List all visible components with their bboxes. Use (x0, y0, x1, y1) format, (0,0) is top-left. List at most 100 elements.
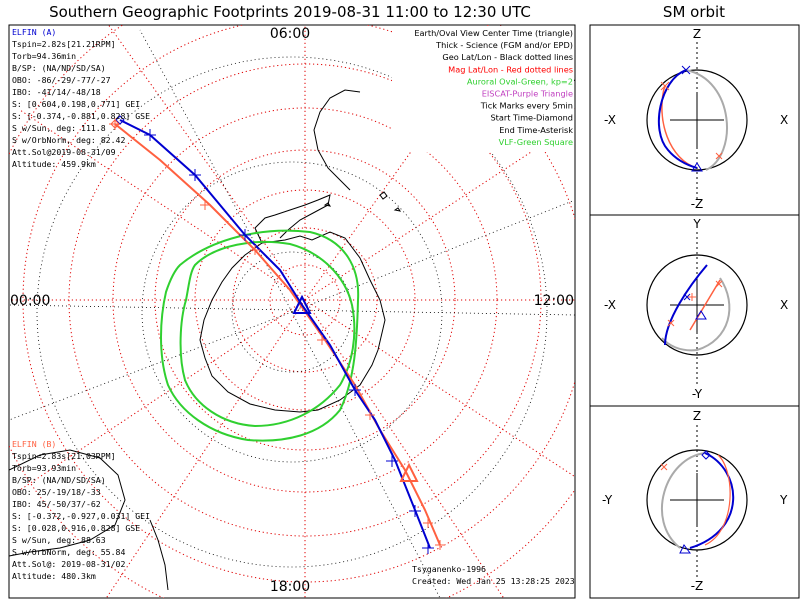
elfin-b-orbit (661, 452, 706, 549)
elfin-a-marker (683, 293, 691, 301)
info-line: Altitude: 459.9km (12, 159, 96, 169)
info-line: Tspin=2.82s[21.21RPM] (12, 39, 116, 49)
elfin-b-marker (667, 319, 675, 327)
south-america-coast (313, 89, 361, 191)
info-line: S w/Sun, deg: 111.8 (12, 123, 106, 133)
axis-label-right: X (780, 298, 788, 312)
axis-label-left: -X (604, 298, 616, 312)
info-line: B/SP: (NA/ND/SD/SA) (12, 63, 106, 73)
polar-map (9, 25, 575, 598)
info-line: Altitude: 480.3km (12, 571, 96, 581)
elfin-b-marker (715, 280, 723, 288)
elfin-a-triangle (695, 310, 707, 320)
elfin-b-marker (715, 152, 723, 160)
elfin-a-name: ELFIN (A) (12, 27, 56, 37)
elfin-b-view-center-triangle (399, 462, 419, 482)
info-line: Att.Sol@2019-08-31/09 (12, 147, 116, 157)
info-line: S w/Sun, deg: 88.63 (12, 535, 106, 545)
info-line: S: [-0.372,-0.927,0.031] GEI (12, 511, 150, 521)
mag-lat-lon-grid (9, 25, 575, 598)
new-zealand-coast (149, 519, 169, 591)
legend-entry: Auroral Oval-Green, kp=2 (467, 76, 573, 86)
antarctic-peninsula (254, 194, 331, 244)
elfin-b-orbit (685, 69, 728, 171)
info-line: B/SP: (NA/ND/SD/SA) (12, 475, 106, 485)
legend-entry: Thick - Science (FGM and/or EPD) (435, 40, 573, 50)
info-line: Tspin=2.83s[21.03RPM] (12, 451, 116, 461)
created-timestamp: Created: Wed Jan 25 13:28:25 2023 (412, 576, 575, 586)
legend-entry: VLF-Green Square (499, 137, 573, 147)
sm-frame (589, 24, 800, 599)
outer-auroral-oval (160, 229, 360, 442)
info-line: Torb=94.36min (12, 51, 76, 61)
legend-entry: Tick Marks every 5min (480, 101, 573, 111)
elfin-a-orbit (657, 69, 698, 169)
elfin-a-info: ELFIN (A) Tspin=2.82s[21.21RPM] Torb=94.3… (12, 27, 150, 169)
sm-panel-xy: Y -Y -X X (604, 217, 788, 401)
info-line: OBO: 25/-19/18/-33 (12, 487, 101, 497)
info-line: Att.Sol@: 2019-08-31/02 (12, 559, 125, 569)
axis-label-right: Y (779, 493, 788, 507)
elfin-b-marker (660, 81, 670, 91)
sm-panel-xz: Z -Z -X X (604, 27, 788, 211)
elfin-a-orbit (689, 452, 735, 549)
info-line: S: [0.604,0.198,0.771] GEI (12, 99, 140, 109)
elfin-a-view-center-triangle (292, 294, 312, 314)
info-line: IBO: -41/14/-48/18 (12, 87, 101, 97)
hour-label-left: 00:00 (10, 293, 50, 309)
info-line: Torb=93.93min (12, 463, 76, 473)
legend-entry: Mag Lat/Lon - Red dotted lines (448, 64, 573, 74)
elfin-b-track (114, 123, 441, 546)
map-frame (8, 24, 576, 599)
elfin-b-orbit-segment (689, 279, 721, 331)
axis-label-top: Y (692, 217, 701, 231)
elfin-b-orbit-segment (704, 454, 731, 546)
islands (323, 191, 402, 212)
axis-label-bottom: -Z (691, 579, 704, 593)
elfin-a-orbit (664, 264, 708, 346)
legend-entry: Start Time-Diamond (490, 113, 573, 123)
australia-coast (9, 449, 126, 557)
earth-circle (646, 254, 748, 356)
info-line: S w/OrbNorm, deg: 55.84 (12, 547, 125, 557)
elfin-a-triangle (691, 162, 703, 172)
hour-label-top: 06:00 (270, 26, 310, 42)
info-line: S: [0.028,0.916,0.828] GSE (12, 523, 140, 533)
elfin-b-orbit-segment (661, 84, 698, 169)
elfin-a-start-diamond (115, 115, 125, 125)
legend: Earth/Oval View Center Time (triangle) Th… (414, 28, 573, 147)
inner-auroral-oval (179, 240, 356, 428)
legend-background (392, 26, 574, 152)
elfin-a-triangle (679, 544, 691, 554)
axis-label-bottom: -Y (692, 387, 703, 401)
axis-label-right: X (780, 113, 788, 127)
sm-orbit-panels: Z -Z -X X Y -Y -X X (602, 27, 788, 593)
elfin-b-marker (660, 463, 668, 471)
elfin-b-orbit (661, 277, 731, 352)
elfin-a-track (119, 119, 431, 549)
legend-entry: End Time-Asterisk (499, 125, 573, 135)
sm-panel-yz: Z -Z -Y Y (602, 409, 788, 593)
axis-label-left: -X (604, 113, 616, 127)
axis-label-left: -Y (602, 493, 613, 507)
info-line: S w/OrbNorm, deg: 82.42 (12, 135, 125, 145)
axis-label-bottom: -Z (691, 197, 704, 211)
geo-lat-lon-grid (9, 29, 575, 598)
elfin-a-tick-marks (144, 129, 434, 554)
model-credit: Tsyganenko-1996 (412, 564, 486, 574)
legend-entry: Geo Lat/Lon - Black dotted lines (442, 52, 573, 62)
legend-entry: Earth/Oval View Center Time (triangle) (414, 28, 573, 38)
legend-entry: EISCAT-Purple Triangle (482, 89, 573, 99)
info-line: IBO: 45/-50/37/-62 (12, 499, 101, 509)
sm-orbit-title: SM orbit (663, 3, 725, 21)
elfin-a-marker (681, 65, 691, 75)
elfin-b-marker (688, 293, 696, 301)
axis-label-top: Z (693, 409, 701, 423)
elfin-b-start-diamond (110, 119, 120, 129)
hour-label-right: 12:00 (534, 293, 574, 309)
hour-label-bottom: 18:00 (270, 579, 310, 595)
info-line: S: [-0.374,-0.881,0.828] GSE (12, 111, 150, 121)
elfin-b-name: ELFIN (B) (12, 439, 56, 449)
map-title: Southern Geographic Footprints 2019-08-3… (49, 3, 531, 21)
